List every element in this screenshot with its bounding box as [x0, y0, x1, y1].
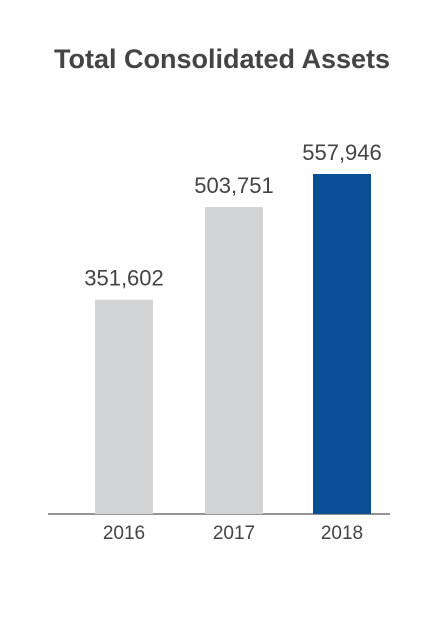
data-label-2018: 557,946	[302, 140, 382, 165]
chart-title: Total Consolidated Assets	[53, 44, 391, 74]
data-label-2017: 503,751	[194, 173, 274, 198]
data-label-2016: 351,602	[84, 266, 164, 291]
bar-2018	[313, 174, 371, 514]
bar-2016	[95, 299, 153, 514]
x-tick-label-2017: 2017	[213, 523, 255, 544]
x-tick-label-2018: 2018	[321, 523, 363, 544]
bar-2017	[205, 207, 263, 514]
x-tick-label-2016: 2016	[103, 523, 145, 544]
